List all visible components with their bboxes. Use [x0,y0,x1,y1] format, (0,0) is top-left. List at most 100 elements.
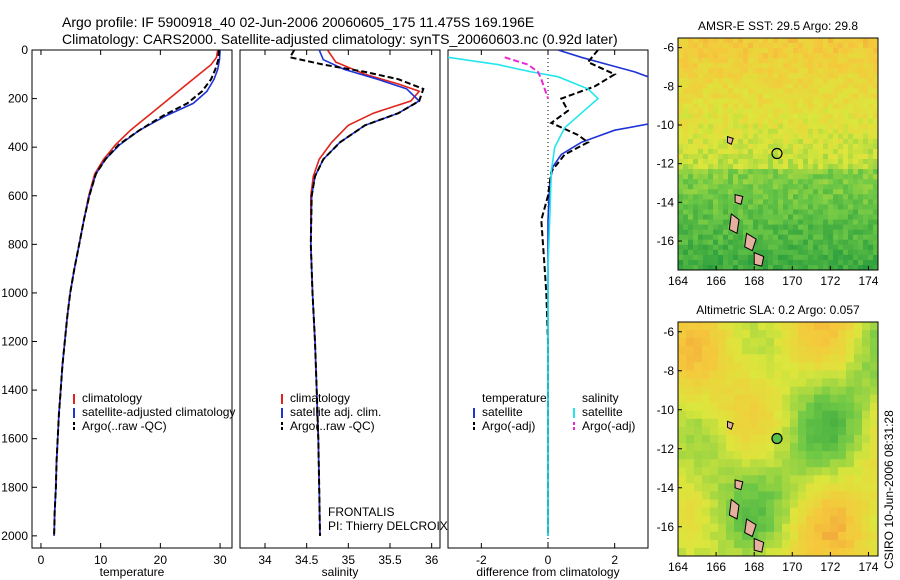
difference-xaxis-label: difference from climatology [476,565,619,579]
sla_map-island [744,518,757,538]
difference-series-salinity-argo-adj- [504,56,549,99]
sla_map-field [678,322,878,556]
sst_map-xtick-label: 174 [858,274,878,288]
sst_map-island [728,212,740,235]
sst_map-island [734,193,744,205]
legend-col-title-temperature: temperature [482,391,547,405]
csiro-timestamp-label: CSIRO 10-Jun-2006 08:31:28 [882,410,896,569]
salinity-series-climatology [309,50,421,536]
legend-entry: climatology [290,391,350,405]
temperature-ytick-label: 200 [8,92,28,106]
sla_map-island [753,537,765,553]
salinity-xaxis-label: salinity [322,565,359,579]
sla_map-island [727,420,734,431]
sla_map-xtick-label: 174 [858,560,878,574]
salinity-xtick-label: 34 [258,553,272,567]
salinity-xtick-label: 34.5 [295,553,319,567]
difference-xtick-label: 2 [611,553,618,567]
legend-entry: climatology [82,391,142,405]
legend-entry: Argo(-adj) [482,419,535,433]
difference-series-temperature-argo-adj- [540,50,617,536]
sst_map-ytick-label: -14 [657,195,675,209]
temperature-series-climatology [53,50,219,536]
sst_map-ytick-label: -12 [657,157,675,171]
temperature-xaxis-label: temperature [100,565,165,579]
temperature-axes-frame [31,49,233,549]
sla_map-xtick-label: 170 [782,560,802,574]
sla_map-island [728,498,740,520]
sst_map-xtick-label: 166 [706,274,726,288]
float-project-label: FRONTALIS [328,505,394,519]
salinity-axes-frame [239,49,441,549]
temperature-ytick-label: 1000 [1,286,28,300]
temperature-series-argo-raw-qc- [53,50,220,536]
sst_map-island [744,232,757,252]
legend-entry: satellite [582,405,623,419]
sst_map-ytick-label: -16 [657,234,675,248]
temperature-xtick-label: 20 [154,553,168,567]
sla_map-title: Altimetric SLA: 0.2 Argo: 0.057 [696,303,860,317]
salinity-panel: 34 34.5 35 35.5 36 salinity climatologysatelli… [239,49,448,579]
temperature-ytick-label: 1400 [1,383,28,397]
figure-title-line1: Argo profile: IF 5900918_40 02-Jun-2006 … [62,14,534,30]
temperature-xtick-label: 30 [213,553,227,567]
legend-entry: satellite-adjusted climatology [82,405,235,419]
temperature-ytick-label: 600 [8,189,28,203]
difference-xtick-label: 0 [545,553,552,567]
legend-entry: Argo(-adj) [582,419,635,433]
sla_map-xtick-label: 166 [706,560,726,574]
temperature-ytick-label: 0 [21,43,28,57]
sst_map-field [678,38,878,270]
sst_map-island [753,251,765,267]
sst_map-ytick-label: -10 [657,118,675,132]
sst_map-panel: 164 166 168 170 172 174 -6 -8 -10 -12 -14 -16 AMSR-E… [657,19,879,288]
difference-series-temperature-satellite [557,50,648,78]
temperature-xtick-label: 10 [94,553,108,567]
sst_map-ytick-label: -6 [663,41,674,55]
temperature-ytick-label: 800 [8,237,28,251]
salinity-xtick-label: 36 [425,553,439,567]
legend-entry: satellite adj. clim. [290,405,381,419]
sst_map-argo-location-marker [771,147,783,160]
sla_map-panel: 164 166 168 170 172 174 -6 -8 -10 -12 -14 -16 Altime… [657,303,879,574]
sla_map-island [734,479,744,491]
temperature-ytick-label: 2000 [1,529,28,543]
sla_map-argo-location-marker [771,432,783,445]
temperature-ytick-label: 1200 [1,335,28,349]
legend-col-title-salinity: salinity [582,391,619,405]
sst_map-xtick-label: 164 [668,274,688,288]
temperature-xtick-label: 0 [38,553,45,567]
difference-series-temperature-satellite [547,123,648,536]
sla_map-ytick-label: -10 [657,403,675,417]
figure-title-line2: Climatology: CARS2000. Satellite-adjuste… [62,31,618,47]
sst_map-xtick-label: 172 [820,274,840,288]
sst_map-axes-frame [677,37,879,271]
legend-entry: Argo(..raw -QC) [290,419,375,433]
legend-entry: Argo(..raw -QC) [82,419,167,433]
salinity-xtick-label: 35.5 [378,553,402,567]
temperature-panel: 0 10 20 30 0 200 400 600 800 1000 1200 1400 1600 1800… [1,43,235,579]
temperature-ytick-label: 1600 [1,432,28,446]
sst_map-island [727,135,734,146]
salinity-series-argo-raw-qc- [288,50,425,536]
difference-xtick-label: -2 [476,553,487,567]
sst_map-ytick-label: -8 [663,79,674,93]
sla_map-ytick-label: -14 [657,481,675,495]
difference-series-salinity-satellite [448,56,600,536]
sla_map-ytick-label: -16 [657,520,675,534]
sla_map-xtick-label: 168 [744,560,764,574]
principal-investigator-label: PI: Thierry DELCROIX [328,519,448,533]
sst_map-title: AMSR-E SST: 29.5 Argo: 29.8 [698,19,858,33]
sla_map-xtick-label: 172 [820,560,840,574]
sst_map-xtick-label: 170 [782,274,802,288]
sla_map-xtick-label: 164 [668,560,688,574]
sla_map-ytick-label: -8 [663,364,674,378]
sla_map-ytick-label: -12 [657,442,675,456]
salinity-xtick-label: 35 [342,553,356,567]
temperature-ytick-label: 400 [8,140,28,154]
legend-entry: satellite [482,405,523,419]
temperature-ytick-label: 1800 [1,480,28,494]
sst_map-xtick-label: 168 [744,274,764,288]
